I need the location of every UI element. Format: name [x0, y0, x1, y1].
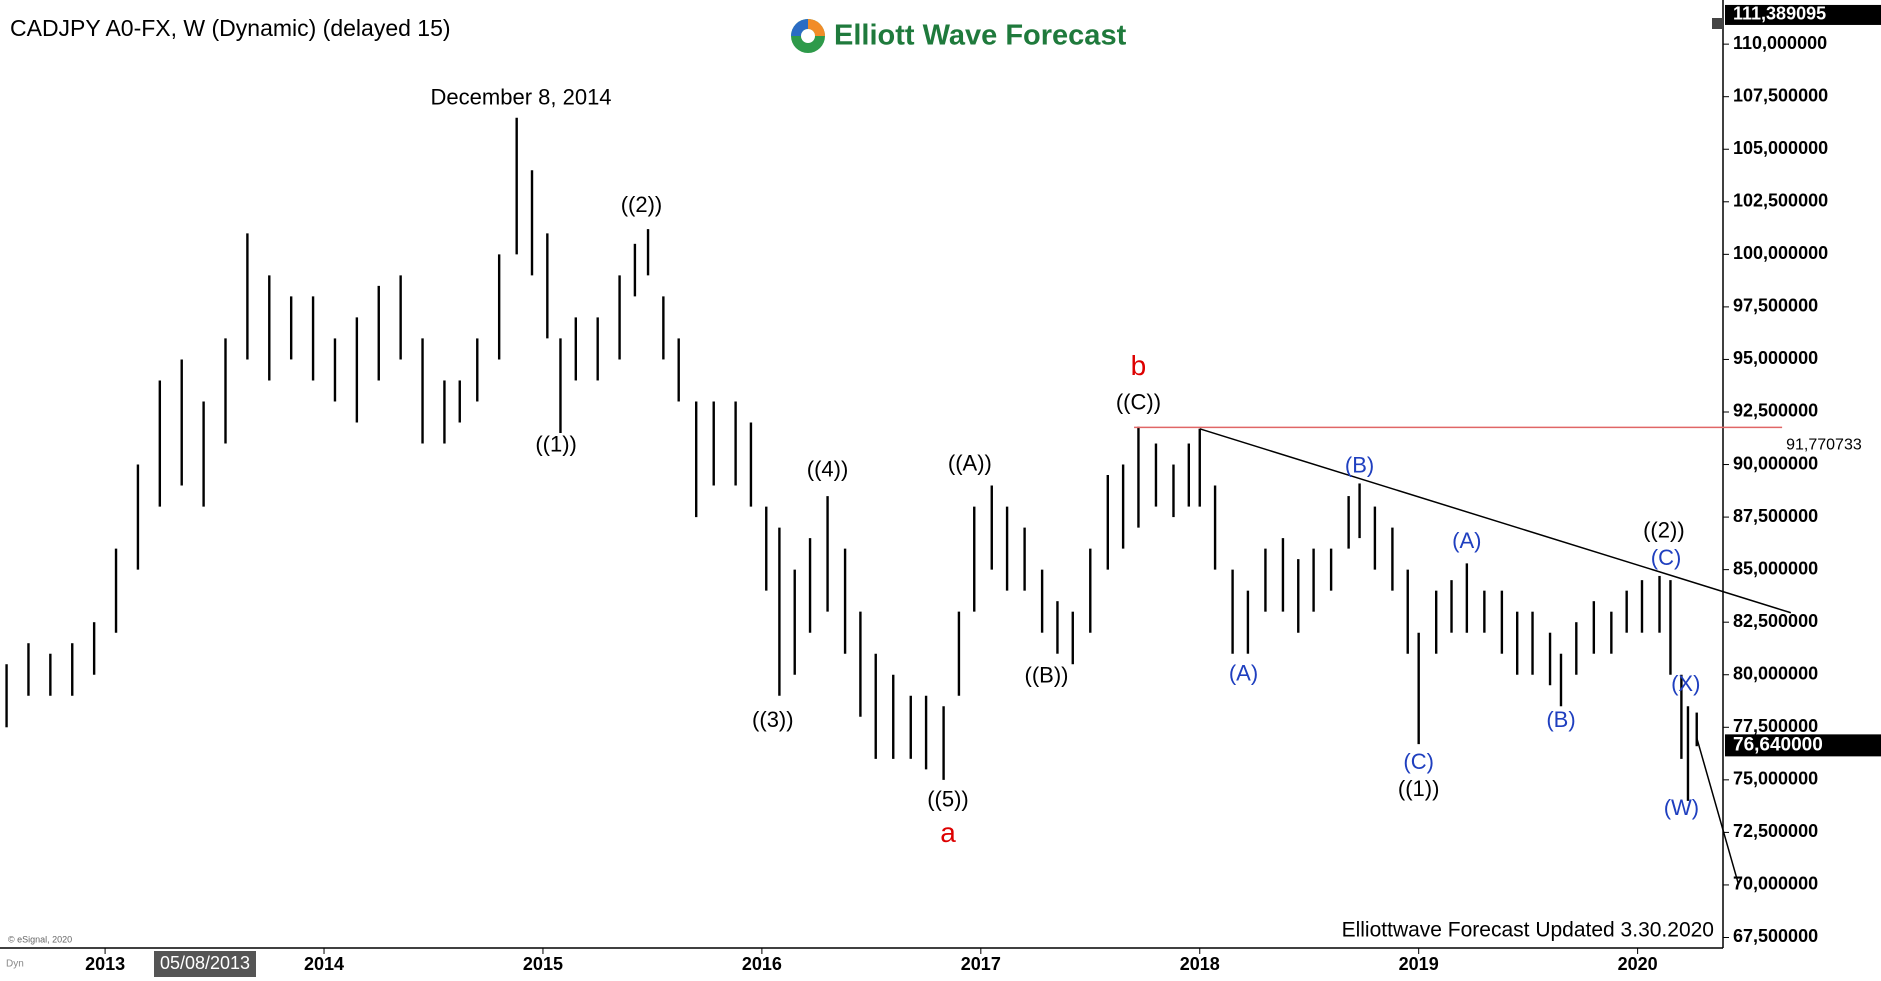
wave-label: ((5)) — [927, 787, 969, 812]
wave-label: (B) — [1546, 707, 1575, 732]
trend-line — [1199, 428, 1792, 614]
wave-label: ((C)) — [1116, 389, 1161, 414]
y-tick-label: 107,500000 — [1733, 85, 1828, 105]
x-tick-label: 2020 — [1618, 954, 1658, 974]
x-tick-label: 2013 — [85, 954, 125, 974]
x-tick-label: 2019 — [1399, 954, 1439, 974]
chart-title: CADJPY A0-FX, W (Dynamic) (delayed 15) — [10, 15, 451, 41]
wave-label: (A) — [1452, 528, 1481, 553]
wave-label: (C) — [1651, 545, 1682, 570]
y-tick-label: 87,500000 — [1733, 506, 1818, 526]
wave-label: ((1)) — [535, 431, 577, 456]
y-tick-label: 97,500000 — [1733, 296, 1818, 316]
x-tick-label: 2016 — [742, 954, 782, 974]
y-tick-label: 92,500000 — [1733, 401, 1818, 421]
wave-label: ((B)) — [1025, 663, 1069, 688]
y-tick-label: 110,000000 — [1733, 33, 1827, 53]
y-tick-label: 95,000000 — [1733, 348, 1818, 368]
y-tick-label: 80,000000 — [1733, 663, 1818, 683]
wave-label: ((2)) — [621, 192, 663, 217]
cursor-date: 05/08/2013 — [160, 953, 250, 973]
y-tick-label: 90,000000 — [1733, 453, 1818, 473]
y-tick-label: 67,500000 — [1733, 926, 1818, 946]
y-tick-label: 75,000000 — [1733, 769, 1818, 789]
y-tick-label: 105,000000 — [1733, 138, 1828, 158]
x-tick-label: 2017 — [961, 954, 1001, 974]
y-tick-label: 102,500000 — [1733, 191, 1828, 211]
y-tick-label: 85,000000 — [1733, 558, 1818, 578]
wave-label: b — [1131, 350, 1147, 381]
copyright: © eSignal, 2020 — [8, 934, 72, 944]
brand-name: Elliott Wave Forecast — [834, 20, 1127, 52]
wave-label: a — [940, 817, 956, 848]
last-value-label: 76,640000 — [1733, 734, 1823, 755]
logo-icon-part — [808, 19, 825, 36]
x-tick-label: 2018 — [1180, 954, 1220, 974]
y-tick-label: 72,500000 — [1733, 821, 1818, 841]
wave-label: (A) — [1229, 661, 1258, 686]
x-tick-label: 2015 — [523, 954, 563, 974]
y-tick-label: 77,500000 — [1733, 716, 1818, 736]
cursor-date-box — [154, 951, 256, 977]
logo: Elliott Wave Forecast — [791, 19, 1127, 53]
last-value-box — [1725, 734, 1881, 757]
footer-note: Elliottwave Forecast Updated 3.30.2020 — [1342, 919, 1714, 942]
corner-icon[interactable] — [1712, 18, 1723, 29]
top-value-box — [1725, 4, 1881, 25]
y-tick-label: 82,500000 — [1733, 611, 1818, 631]
wave-label: (W) — [1664, 795, 1699, 820]
top-value-label: 111,389095 — [1733, 4, 1826, 24]
wave-label: ((1)) — [1398, 776, 1440, 801]
reference-label: 91,770733 — [1786, 437, 1862, 454]
wave-label: ((A)) — [948, 450, 992, 475]
y-tick-label: 100,000000 — [1733, 243, 1828, 263]
wave-label: (B) — [1345, 452, 1374, 477]
wave-label: ((2)) — [1643, 518, 1685, 543]
wave-label: ((3)) — [752, 707, 794, 732]
x-tick-label: 2014 — [304, 954, 344, 974]
wave-label: December 8, 2014 — [431, 85, 612, 110]
wave-label: ((4)) — [807, 457, 849, 482]
logo-icon-center — [801, 29, 815, 43]
y-tick-label: 70,000000 — [1733, 874, 1818, 894]
logo-icon-part — [791, 19, 808, 36]
mode-label: Dyn — [6, 959, 24, 970]
wave-label: (C) — [1403, 749, 1434, 774]
wave-label: (X) — [1671, 671, 1700, 696]
trend-line — [1696, 737, 1740, 884]
